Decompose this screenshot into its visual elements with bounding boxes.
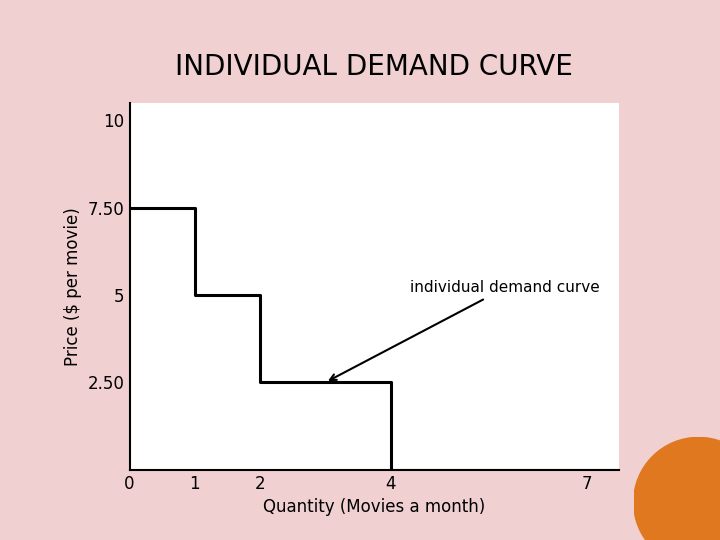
Title: INDIVIDUAL DEMAND CURVE: INDIVIDUAL DEMAND CURVE — [176, 53, 573, 81]
Y-axis label: Price ($ per movie): Price ($ per movie) — [64, 207, 82, 366]
Text: individual demand curve: individual demand curve — [330, 280, 600, 380]
Circle shape — [634, 437, 720, 540]
X-axis label: Quantity (Movies a month): Quantity (Movies a month) — [264, 498, 485, 516]
